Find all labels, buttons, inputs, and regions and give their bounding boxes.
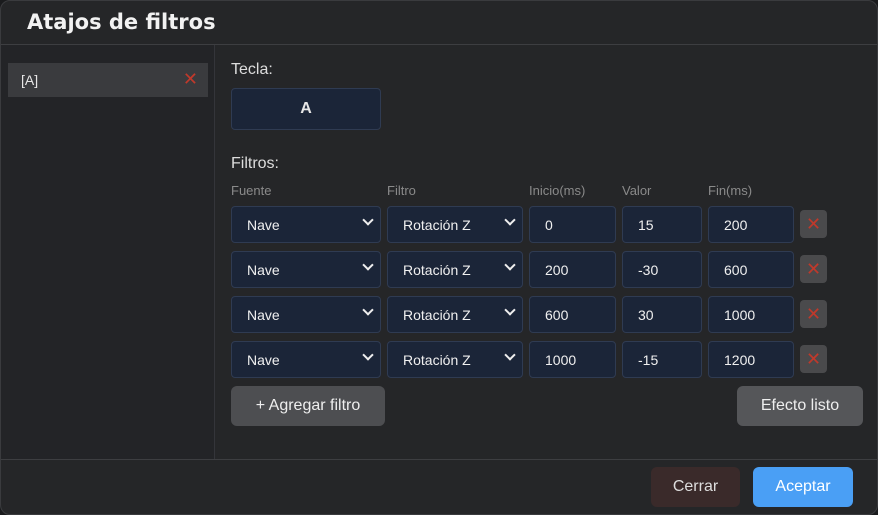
start-input[interactable]: 1000 <box>529 341 616 378</box>
value-input-value: 30 <box>638 306 654 323</box>
end-input-value: 200 <box>724 216 748 233</box>
source-select[interactable]: Nave <box>231 296 381 333</box>
filter-select[interactable]: Rotación Z <box>387 341 523 378</box>
shortcut-label: [A] <box>21 72 39 88</box>
filter-select[interactable]: Rotación Z <box>387 296 523 333</box>
start-input-value: 600 <box>545 306 569 323</box>
source-select-value: Nave <box>247 261 280 278</box>
end-input[interactable]: 200 <box>708 206 794 243</box>
chevron-down-icon <box>504 259 516 271</box>
chevron-down-icon <box>362 349 374 361</box>
filter-select[interactable]: Rotación Z <box>387 251 523 288</box>
column-header: Inicio(ms) <box>529 183 586 198</box>
filter-select-value: Rotación Z <box>403 261 471 278</box>
source-select[interactable]: Nave <box>231 251 381 288</box>
delete-filter-button[interactable]: ✕ <box>800 300 827 328</box>
filter-select-value: Rotación Z <box>403 216 471 233</box>
start-input[interactable]: 0 <box>529 206 616 243</box>
key-input[interactable]: A <box>231 88 381 130</box>
chevron-down-icon <box>504 214 516 226</box>
close-icon: ✕ <box>805 304 822 324</box>
column-header: Fuente <box>231 183 272 198</box>
end-input-value: 1200 <box>724 351 756 368</box>
filter-select-value: Rotación Z <box>403 306 471 323</box>
value-input[interactable]: 15 <box>622 206 702 243</box>
value-input-value: 15 <box>638 216 654 233</box>
column-header: Fin(ms) <box>708 183 753 198</box>
chevron-down-icon <box>504 304 516 316</box>
header-divider <box>1 44 877 45</box>
source-select[interactable]: Nave <box>231 206 381 243</box>
source-select-value: Nave <box>247 216 280 233</box>
key-label: Tecla: <box>231 61 273 78</box>
delete-shortcut-icon[interactable]: ✕ <box>182 69 198 89</box>
effect-ready-button[interactable]: Efecto listo <box>737 386 863 426</box>
end-input-value: 600 <box>724 261 748 278</box>
end-input[interactable]: 1000 <box>708 296 794 333</box>
close-icon: ✕ <box>805 259 822 279</box>
start-input-value: 200 <box>545 261 569 278</box>
chevron-down-icon <box>504 349 516 361</box>
delete-filter-button[interactable]: ✕ <box>800 345 827 373</box>
filter-select-value: Rotación Z <box>403 351 471 368</box>
footer-divider <box>1 459 877 460</box>
start-input-value: 1000 <box>545 351 577 368</box>
column-header: Valor <box>622 183 652 198</box>
chevron-down-icon <box>362 259 374 271</box>
start-input-value: 0 <box>545 216 553 233</box>
add-filter-button[interactable]: + Agregar filtro <box>231 386 385 426</box>
chevron-down-icon <box>362 304 374 316</box>
filters-label: Filtros: <box>231 155 279 172</box>
source-select-value: Nave <box>247 351 280 368</box>
filter-select[interactable]: Rotación Z <box>387 206 523 243</box>
start-input[interactable]: 200 <box>529 251 616 288</box>
value-input-value: -15 <box>638 351 659 368</box>
chevron-down-icon <box>362 214 374 226</box>
value-input-value: -30 <box>638 261 659 278</box>
delete-filter-button[interactable]: ✕ <box>800 255 827 283</box>
close-button[interactable]: Cerrar <box>651 467 740 507</box>
accept-button[interactable]: Aceptar <box>753 467 853 507</box>
shortcut-list: [A] ✕ <box>1 45 215 459</box>
start-input[interactable]: 600 <box>529 296 616 333</box>
source-select[interactable]: Nave <box>231 341 381 378</box>
shortcut-item[interactable]: [A] ✕ <box>8 63 208 97</box>
end-input[interactable]: 1200 <box>708 341 794 378</box>
value-input[interactable]: -30 <box>622 251 702 288</box>
close-icon: ✕ <box>805 214 822 234</box>
value-input[interactable]: 30 <box>622 296 702 333</box>
delete-filter-button[interactable]: ✕ <box>800 210 827 238</box>
end-input[interactable]: 600 <box>708 251 794 288</box>
source-select-value: Nave <box>247 306 280 323</box>
value-input[interactable]: -15 <box>622 341 702 378</box>
end-input-value: 1000 <box>724 306 756 323</box>
dialog-title: Atajos de filtros <box>27 10 216 34</box>
column-header: Filtro <box>387 183 416 198</box>
close-icon: ✕ <box>805 349 822 369</box>
